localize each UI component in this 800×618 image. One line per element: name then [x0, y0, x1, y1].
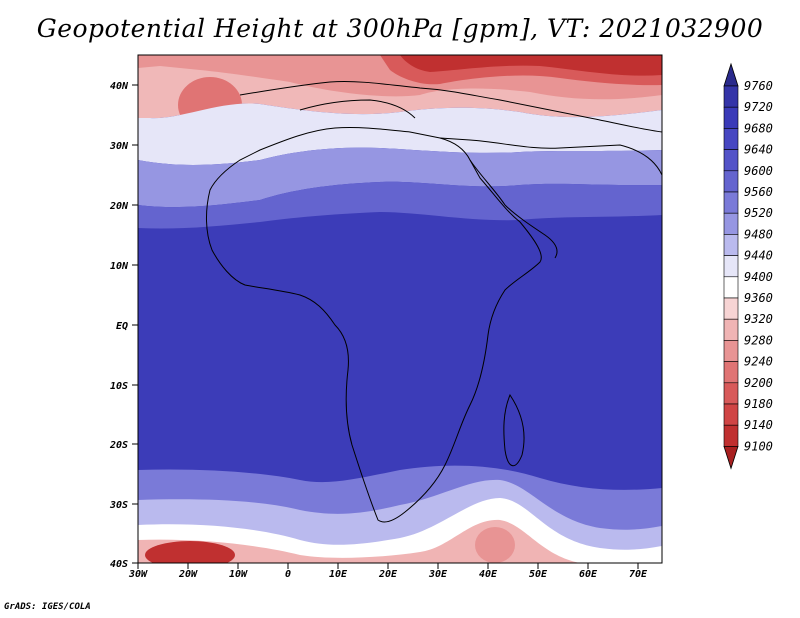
lon-tick-label: 50E [529, 569, 548, 580]
colorbar-label: 9320 [744, 312, 773, 326]
lon-tick-label: 20E [378, 569, 398, 580]
colorbar-label: 9480 [744, 227, 773, 241]
lat-tick-label: 20S [109, 440, 128, 451]
colorbar-segment [723, 424, 739, 447]
lon-tick-label: 10E [329, 569, 348, 580]
colorbar-segment [723, 191, 739, 214]
colorbar-segment [723, 85, 739, 108]
colorbar-label: 9440 [744, 249, 773, 263]
lon-tick-label: 30E [428, 569, 448, 580]
colorbar-label: 9720 [744, 100, 773, 114]
colorbar-label: 9680 [744, 121, 773, 135]
colorbar-segment [723, 212, 739, 235]
lat-tick-label: 40S [110, 559, 128, 570]
height-field [138, 55, 662, 563]
plot-frame [137, 54, 663, 564]
colorbar-segment [723, 382, 739, 405]
lat-tick-label: 20N [109, 201, 129, 212]
colorbar-segment [723, 149, 739, 172]
colorbar-label: 9200 [744, 376, 773, 390]
colorbar-label: 9640 [744, 143, 773, 157]
lon-tick-label: 40E [479, 569, 498, 580]
grads-credit: GrADS: IGES/COLA [4, 602, 91, 612]
lon-tick-label: 30W [128, 569, 148, 580]
colorbar: 9760 9720 9680 9640 9600 9560 9520 9480 9440 9400… [723, 62, 773, 470]
lat-tick-label: 30S [109, 500, 128, 511]
colorbar-label: 9600 [744, 164, 773, 178]
lon-tick-label: 60E [579, 569, 598, 580]
colorbar-label: 9400 [744, 270, 773, 284]
lon-tick-label: 70E [629, 569, 648, 580]
lat-tick-label: 30N [109, 141, 129, 152]
lon-tick-label: 0 [285, 569, 291, 580]
colorbar-label: 9100 [744, 439, 773, 453]
colorbar-bottom-arrow [723, 446, 739, 470]
lat-tick-label: 40N [110, 81, 129, 92]
colorbar-segment [723, 170, 739, 193]
colorbar-segment [723, 128, 739, 150]
colorbar-label: 9280 [744, 333, 773, 347]
colorbar-segment [723, 318, 739, 341]
lat-tick-label: 10N [110, 261, 129, 272]
colorbar-label: 9180 [744, 397, 773, 411]
lon-tick-label: 20W [178, 569, 198, 580]
colorbar-label: 9760 [744, 79, 773, 93]
map-title: Geopotential Height at 300hPa [gpm], VT:… [36, 14, 764, 43]
colorbar-label: 9240 [744, 355, 773, 369]
colorbar-segment [723, 403, 739, 426]
lon-tick-label: 10W [229, 569, 248, 580]
latitude-axis: 40N 30N 20N 10N EQ 10S 20S 30S 40S [109, 81, 138, 570]
colorbar-label: 9520 [744, 206, 773, 220]
colorbar-segment [723, 276, 739, 299]
colorbar-segment [723, 255, 739, 278]
colorbar-label: 9140 [744, 418, 773, 432]
colorbar-segment [723, 234, 739, 256]
colorbar-segment [723, 340, 739, 362]
colorbar-label: 9360 [744, 291, 773, 305]
lat-tick-label: 10S [110, 381, 128, 392]
longitude-axis: 30W 20W 10W 0 10E 20E 30E 40E 50E 60E 70… [128, 563, 648, 580]
colorbar-segment [723, 106, 739, 129]
lat-tick-label: EQ [116, 321, 128, 332]
colorbar-segment [723, 361, 739, 384]
colorbar-segment [723, 297, 739, 320]
colorbar-label: 9560 [744, 185, 773, 199]
colorbar-top-arrow [723, 62, 739, 87]
